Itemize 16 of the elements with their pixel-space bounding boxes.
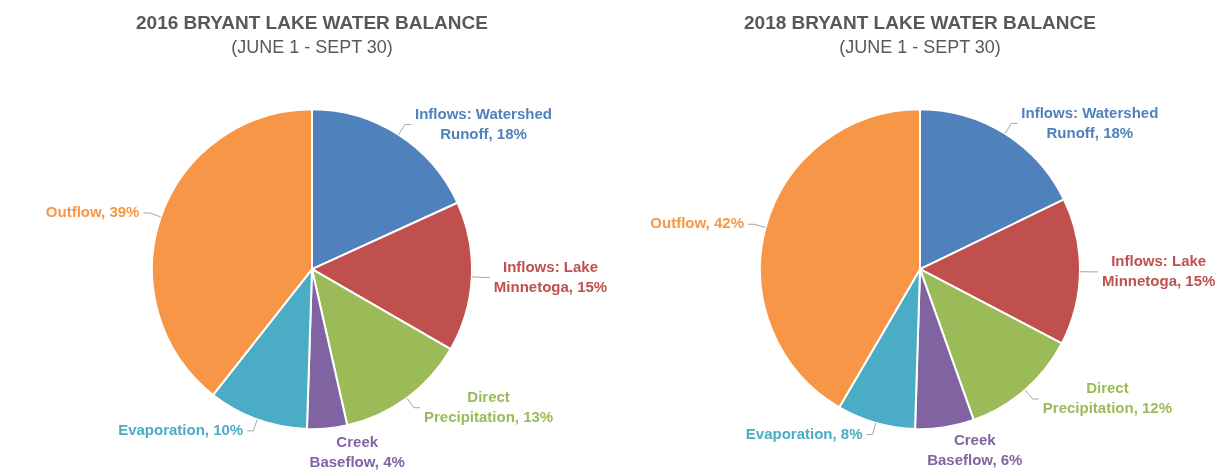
slice-label: Evaporation, 8% <box>745 424 863 442</box>
slice-label: Inflows: Watershed Runoff, 18% <box>1021 103 1159 141</box>
slice-label: Evaporation, 10% <box>118 420 244 438</box>
slice-label: Direct Precipitation, 12% <box>1042 379 1173 417</box>
chart-subtitle: (JUNE 1 - SEPT 30) <box>839 36 1001 57</box>
chart-subtitle: (JUNE 1 - SEPT 30) <box>231 36 393 57</box>
slice-label: Inflows: Lake Minnetoga, 15% <box>1101 252 1216 290</box>
slice-label: Outflow, 42% <box>650 214 744 232</box>
slice-label: Inflows: Lake Minnetoga, 15% <box>493 257 608 295</box>
slice-label: Outflow, 39% <box>45 203 140 221</box>
slice-label: Direct Precipitation, 13% <box>423 387 554 425</box>
slice-label: Creek Baseflow, 4% <box>309 432 405 470</box>
slice-label: Creek Baseflow, 6% <box>927 431 1023 469</box>
slice-label: Inflows: Watershed Runoff, 18% <box>414 104 552 142</box>
chart-title: 2016 BRYANT LAKE WATER BALANCE <box>136 11 488 33</box>
chart-title: 2018 BRYANT LAKE WATER BALANCE <box>744 11 1096 33</box>
